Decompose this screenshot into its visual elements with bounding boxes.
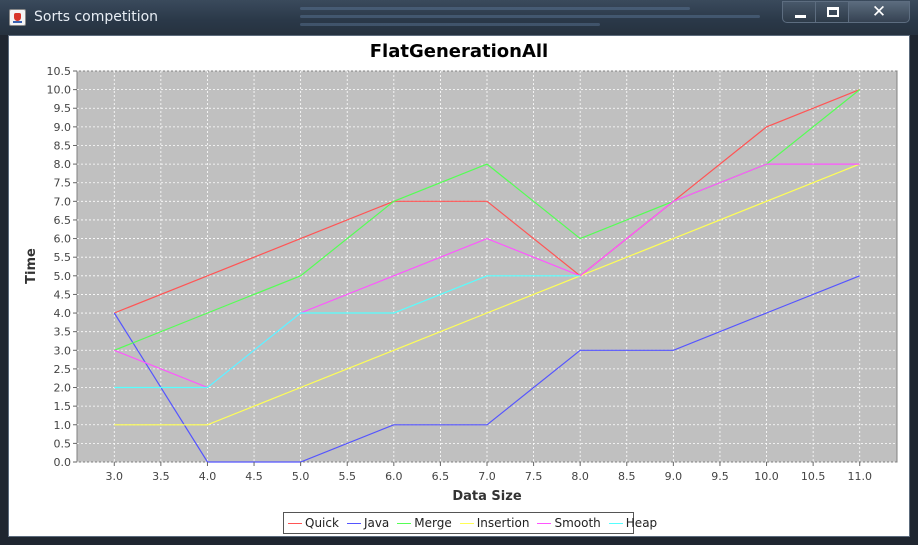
y-tick-label: 4.0 [54,307,72,320]
legend-label: Smooth [554,516,601,530]
y-tick-label: 9.5 [54,102,72,115]
x-tick-label: 9.0 [665,470,683,483]
minimize-icon [795,15,806,18]
legend-item-java: Java [346,516,390,530]
legend-label: Insertion [476,516,530,530]
y-tick-label: 1.5 [54,400,72,413]
x-tick-label: 7.5 [525,470,543,483]
maximize-icon [827,7,839,17]
y-tick-label: 9.0 [54,121,72,134]
x-tick-label: 6.0 [385,470,403,483]
x-tick-label: 4.5 [245,470,263,483]
legend-label: Heap [625,516,658,530]
y-tick-label: 10.5 [47,65,72,78]
y-tick-label: 3.5 [54,326,72,339]
y-tick-label: 8.5 [54,139,72,152]
legend-item-heap: Heap [608,516,658,530]
y-tick-label: 5.5 [54,251,72,264]
x-axis-label: Data Size [452,489,521,504]
y-axis: 0.0 0.5 1.0 1.5 2.0 2.5 3.0 3.5 4.0 4.5 5.0 5.5 6.0 6… [47,65,77,469]
x-tick-label: 11.0 [847,470,872,483]
legend-swatch [459,522,474,524]
x-tick-label: 10.5 [801,470,826,483]
y-tick-label: 6.0 [54,233,72,246]
y-tick-label: 8.0 [54,158,72,171]
legend-swatch [608,522,623,524]
x-tick-label: 6.5 [432,470,450,483]
y-axis-label: Time [24,248,39,284]
y-tick-label: 3.0 [54,344,72,357]
close-button[interactable]: ✕ [848,1,910,23]
x-axis: 3.0 3.5 4.0 4.5 5.0 5.5 6.0 6.5 7.0 7.5 8.0 8.5 9.0 9… [106,462,872,483]
y-tick-label: 2.5 [54,363,72,376]
x-tick-label: 8.0 [571,470,589,483]
legend-item-smooth: Smooth [537,516,601,530]
background-code-blur [300,2,800,32]
chart-title: FlatGenerationAll [370,41,548,62]
legend-label: Java [363,516,390,530]
legend-item-insertion: Insertion [459,516,530,530]
series-line-quick [114,89,860,314]
y-tick-label: 2.0 [54,382,72,395]
series-line-java [113,275,860,463]
x-tick-label: 9.5 [711,470,729,483]
legend-item-merge: Merge [397,516,452,530]
y-tick-label: 5.0 [54,270,72,283]
x-tick-label: 10.0 [754,470,779,483]
x-tick-label: 4.0 [199,470,217,483]
legend: Quick Java Merge Insertion Smooth Heap [283,512,657,534]
legend-swatch [397,522,412,524]
close-icon: ✕ [871,2,887,22]
y-tick-label: 7.5 [54,177,72,190]
y-tick-label: 6.5 [54,214,72,227]
y-tick-label: 0.0 [54,456,72,469]
x-tick-label: 3.5 [152,470,170,483]
legend-swatch [537,522,552,524]
series-layer [113,89,861,463]
x-tick-label: 8.5 [618,470,636,483]
x-tick-label: 5.5 [338,470,356,483]
minimize-button[interactable] [782,1,816,23]
legend-swatch [288,522,302,524]
title-bar[interactable]: Sorts competition ✕ [0,0,918,35]
series-line-heap [114,275,581,389]
legend-item-quick: Quick [288,516,339,530]
y-tick-label: 4.5 [54,288,72,301]
x-tick-label: 5.0 [292,470,310,483]
legend-label: Quick [305,516,339,530]
y-tick-label: 10.0 [47,84,72,97]
y-tick-label: 1.0 [54,419,72,432]
x-tick-label: 7.0 [478,470,496,483]
y-tick-label: 0.5 [54,437,72,450]
java-app-icon[interactable] [9,9,26,26]
legend-swatch [346,522,361,524]
legend-label: Merge [414,516,452,530]
x-tick-label: 3.0 [106,470,124,483]
series-line-insertion [114,163,860,426]
window-title: Sorts competition [34,9,159,25]
y-tick-label: 7.0 [54,195,72,208]
